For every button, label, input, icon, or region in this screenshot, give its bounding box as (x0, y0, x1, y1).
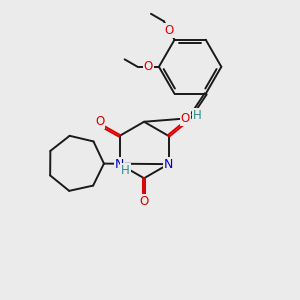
Text: O: O (95, 116, 104, 128)
Text: O: O (140, 195, 149, 208)
Text: H: H (193, 109, 202, 122)
Text: O: O (164, 24, 174, 37)
Text: H: H (121, 164, 130, 177)
Text: N: N (164, 158, 173, 171)
Text: O: O (181, 112, 190, 125)
Text: O: O (144, 60, 153, 73)
Text: N: N (115, 158, 124, 171)
